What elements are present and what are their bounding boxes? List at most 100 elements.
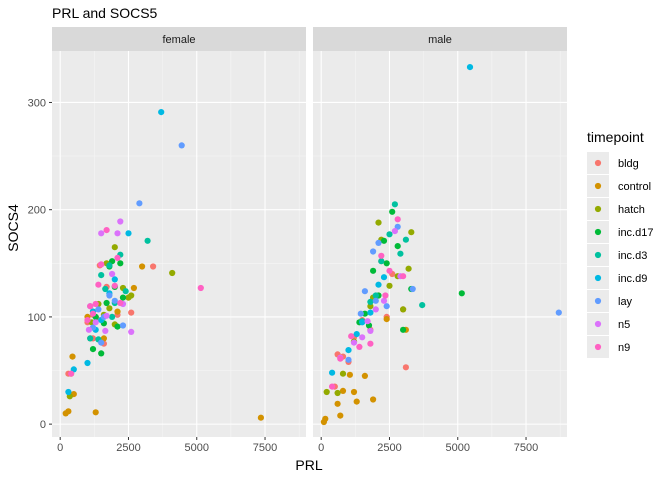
data-point-inc-d17 [114, 323, 121, 330]
data-point-inc-d17 [119, 294, 127, 301]
data-point-n9 [95, 281, 102, 288]
data-point-n9 [92, 300, 99, 308]
x-tick-label: 7500 [514, 442, 538, 454]
data-point-inc-d9 [375, 281, 382, 288]
panel-background [52, 51, 306, 437]
data-point-n9 [348, 333, 355, 340]
data-point-n5 [102, 327, 109, 334]
panel-layer: female 0 2500 5000 7500 0 100 200 300 male 0 2500 50… [28, 27, 567, 454]
data-point-n9 [114, 254, 121, 261]
data-point-control [65, 408, 72, 415]
legend-label: inc.d3 [618, 250, 647, 262]
data-point-inc-d9 [367, 309, 374, 316]
legend-swatch [594, 205, 602, 213]
data-point-inc-d3 [87, 335, 94, 342]
x-axis-label: PRL [295, 457, 322, 473]
data-point-control [139, 263, 146, 270]
data-point-n9 [103, 227, 110, 234]
data-point-hatch [339, 370, 347, 377]
data-point-hatch [169, 269, 176, 277]
data-point-inc-d9 [380, 274, 388, 281]
data-point-n9 [400, 273, 407, 280]
legend-label: bldg [618, 158, 639, 170]
data-point-hatch [106, 305, 113, 312]
data-point-inc-d9 [125, 230, 132, 237]
data-point-inc-d17 [370, 267, 377, 274]
data-point-control [130, 284, 137, 292]
data-point-hatch [367, 303, 374, 310]
data-point-n9 [386, 267, 393, 274]
data-point-inc-d17 [458, 290, 465, 297]
data-point-hatch [334, 389, 341, 397]
data-point-inc-d17 [98, 350, 105, 357]
data-point-n5 [380, 297, 388, 304]
facet-strip [52, 27, 306, 51]
data-point-inc-d9 [329, 369, 336, 376]
data-point-lay [98, 339, 105, 346]
data-point-control [337, 412, 344, 419]
legend-swatch [594, 251, 602, 259]
data-point-lay [106, 292, 113, 299]
data-point-inc-d9 [353, 331, 360, 338]
data-point-inc-d17 [400, 326, 407, 333]
data-point-lay [357, 310, 364, 317]
data-point-n5 [359, 334, 366, 341]
legend-swatch [594, 274, 602, 282]
data-point-lay [372, 297, 379, 304]
data-point-n5 [367, 327, 374, 334]
data-point-inc-d3 [144, 237, 151, 244]
data-point-n5 [109, 270, 116, 278]
data-point-lay [95, 306, 102, 313]
data-point-inc-d3 [378, 258, 385, 265]
data-point-inc-d9 [466, 64, 474, 71]
data-point-lay [370, 248, 377, 255]
legend-title: timepoint [587, 129, 644, 145]
data-point-control [322, 415, 329, 422]
legend: timepoint bldg control hatch inc.d17 inc.d3 i… [587, 129, 653, 358]
data-point-hatch [408, 229, 415, 236]
data-point-lay [383, 303, 390, 310]
legend-item-inc-d17: inc.d17 [587, 221, 653, 243]
legend-label: inc.d17 [618, 227, 653, 239]
data-point-inc-d17 [103, 299, 110, 307]
data-point-n9 [329, 383, 336, 390]
data-point-inc-d9 [84, 359, 91, 367]
data-point-n5 [103, 312, 110, 319]
data-point-control [334, 400, 341, 407]
data-point-n9 [87, 303, 94, 310]
facet-strip [313, 27, 567, 51]
data-point-inc-d9 [359, 319, 366, 326]
data-point-inc-d17 [389, 208, 396, 215]
data-point-bldg [150, 263, 157, 270]
data-point-inc-d9 [111, 276, 118, 283]
data-point-lay [375, 239, 382, 246]
legend-label: lay [618, 296, 633, 308]
data-point-n5 [372, 306, 379, 313]
chart-title: PRL and SOCS5 [52, 5, 158, 21]
data-point-control [92, 409, 99, 416]
data-point-control [257, 414, 264, 421]
data-point-lay [111, 297, 118, 304]
legend-item-inc-d3: inc.d3 [587, 244, 647, 266]
data-point-n9 [68, 370, 75, 377]
data-point-inc-d17 [380, 237, 388, 244]
data-point-n5 [350, 339, 358, 346]
data-point-hatch [386, 282, 393, 289]
data-point-bldg [128, 309, 135, 316]
data-point-n5 [98, 230, 105, 237]
data-point-control [353, 398, 360, 405]
data-point-lay [178, 142, 185, 149]
data-point-hatch [400, 306, 407, 313]
data-point-n9 [394, 216, 401, 223]
x-tick-label: 5000 [185, 442, 209, 454]
data-point-control [361, 372, 368, 379]
data-point-hatch [111, 244, 118, 251]
data-point-inc-d3 [402, 236, 409, 243]
facet-panel-male: male 0 2500 5000 7500 [313, 27, 567, 454]
data-point-n5 [114, 230, 121, 237]
data-point-n9 [84, 317, 91, 324]
data-point-inc-d17 [89, 346, 97, 353]
data-point-lay [409, 285, 416, 293]
legend-label: n5 [618, 319, 630, 331]
